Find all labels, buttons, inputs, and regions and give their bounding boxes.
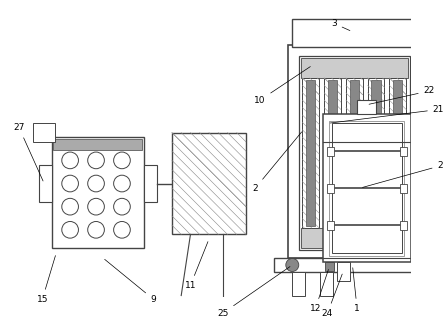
Bar [33, 123, 55, 142]
Text: 2: 2 [253, 132, 302, 193]
Bar [400, 183, 407, 193]
Text: 25: 25 [217, 266, 290, 318]
Bar [172, 133, 246, 234]
Bar [288, 45, 431, 258]
Bar [400, 221, 407, 230]
Text: 26: 26 [0, 317, 1, 318]
Text: 1: 1 [353, 268, 360, 313]
Text: 27: 27 [14, 123, 43, 181]
Bar [328, 80, 337, 226]
Bar [292, 273, 305, 295]
Text: 13: 13 [0, 317, 1, 318]
Bar [54, 139, 142, 150]
Bar [389, 78, 406, 228]
Bar [274, 258, 443, 273]
Text: 21: 21 [330, 105, 443, 123]
Bar [320, 273, 333, 295]
Bar [400, 147, 407, 156]
Text: 24: 24 [322, 274, 342, 318]
Circle shape [286, 259, 299, 272]
Bar [436, 273, 443, 295]
Bar [39, 165, 51, 202]
Bar [323, 114, 411, 262]
Bar [371, 80, 381, 226]
Bar [350, 80, 359, 226]
Bar [357, 100, 376, 114]
Bar [329, 121, 404, 256]
Text: 9: 9 [105, 259, 156, 304]
Bar [346, 78, 363, 228]
Bar [431, 54, 443, 258]
Bar [301, 58, 408, 78]
Bar [326, 147, 334, 156]
Text: 15: 15 [37, 256, 55, 304]
Text: 3: 3 [331, 19, 350, 31]
Bar [325, 262, 334, 272]
Bar [299, 56, 410, 250]
Bar [368, 78, 385, 228]
Bar [332, 123, 401, 253]
Text: 23: 23 [362, 161, 443, 187]
Text: 11: 11 [185, 242, 208, 290]
Bar [326, 221, 334, 230]
Text: 22: 22 [369, 86, 435, 104]
Text: 25: 25 [0, 317, 1, 318]
Bar [337, 262, 350, 281]
Bar [303, 78, 319, 228]
Bar [417, 273, 430, 295]
Bar [411, 244, 429, 251]
Bar [411, 253, 429, 260]
Bar [51, 137, 144, 248]
Bar [326, 183, 334, 193]
Bar [324, 78, 341, 228]
Bar [301, 228, 408, 248]
Circle shape [417, 181, 432, 196]
Bar [393, 80, 402, 226]
Bar [144, 165, 157, 202]
Bar [292, 19, 427, 46]
Text: 10: 10 [254, 66, 311, 105]
Text: 14: 14 [0, 317, 1, 318]
Text: 12: 12 [310, 269, 328, 313]
Bar [306, 80, 315, 226]
